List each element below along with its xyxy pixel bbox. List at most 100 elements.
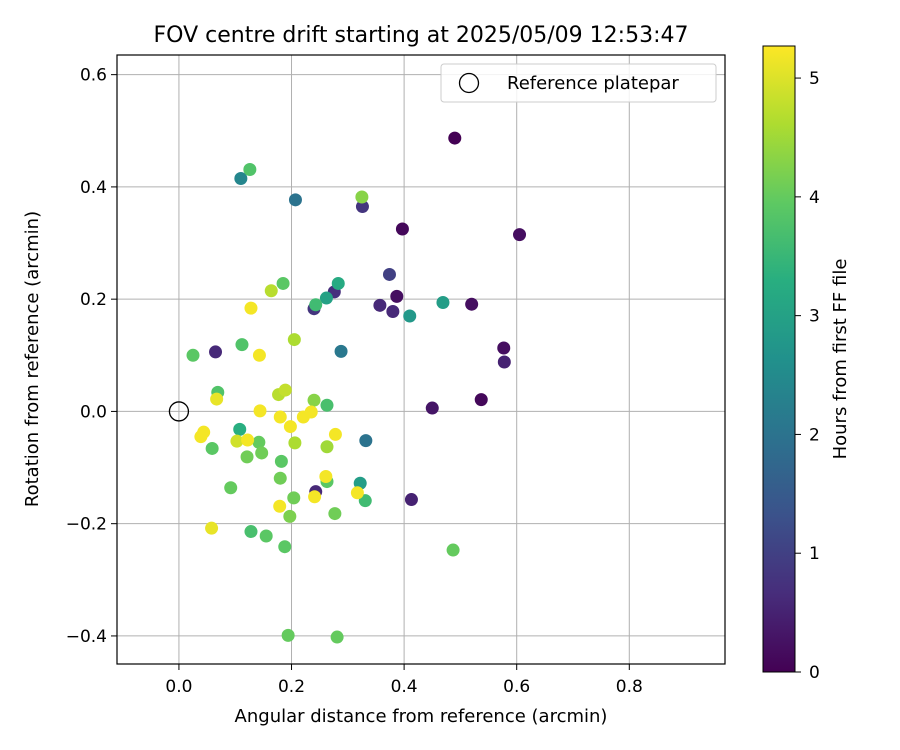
legend-open-circle-icon <box>458 72 480 94</box>
data-point <box>355 200 369 214</box>
data-point <box>281 628 295 642</box>
x-tick-label: 0.2 <box>278 677 305 697</box>
x-tick-label: 0.8 <box>616 677 643 697</box>
colorbar-tick-label: 2 <box>809 425 820 445</box>
data-point <box>253 404 267 418</box>
data-point <box>355 190 369 204</box>
data-point <box>474 393 488 407</box>
y-axis-ticks: −0.4 −0.2 0.0 0.2 0.4 0.6 <box>66 66 117 647</box>
data-point <box>288 193 302 207</box>
data-point <box>235 338 249 352</box>
data-points <box>186 131 527 644</box>
data-point <box>234 171 248 185</box>
data-point <box>274 454 288 468</box>
data-point <box>373 298 387 312</box>
y-tick-label: −0.2 <box>66 515 107 535</box>
data-point <box>403 309 417 323</box>
y-tick-label: 0.4 <box>80 178 107 198</box>
data-point <box>465 297 479 311</box>
data-point <box>273 471 287 485</box>
data-point <box>255 446 269 460</box>
y-tick-label: 0.2 <box>80 290 107 310</box>
data-point <box>273 499 287 513</box>
colorbar-tick-label: 5 <box>809 69 820 89</box>
data-point <box>436 296 450 310</box>
data-point <box>278 540 292 554</box>
data-point <box>331 276 345 290</box>
data-point <box>224 481 238 495</box>
grid-lines <box>117 55 725 664</box>
data-point <box>358 494 372 508</box>
x-axis-ticks: 0.0 0.2 0.4 0.6 0.8 <box>165 664 643 697</box>
y-tick-label: −0.4 <box>66 627 107 647</box>
data-point <box>390 289 404 303</box>
x-tick-label: 0.6 <box>503 677 530 697</box>
data-point <box>328 507 342 521</box>
data-point <box>230 434 244 448</box>
colorbar: 0 1 2 3 4 5 Hours from first FF file <box>762 45 851 683</box>
data-point <box>320 440 334 454</box>
data-point <box>205 441 219 455</box>
chart-title: FOV centre drift starting at 2025/05/09 … <box>154 23 689 48</box>
data-point <box>209 345 223 359</box>
data-point <box>273 410 287 424</box>
data-point <box>359 434 373 448</box>
colorbar-label: Hours from first FF file <box>830 259 851 460</box>
data-point <box>244 301 258 315</box>
reference-marker <box>168 401 190 422</box>
data-point <box>241 433 255 447</box>
data-point <box>446 543 460 557</box>
data-point <box>513 228 527 242</box>
legend-entry-label: Reference platepar <box>507 73 679 94</box>
colorbar-tick-label: 0 <box>809 663 820 683</box>
data-point <box>194 430 208 444</box>
data-point <box>497 355 511 369</box>
data-point <box>497 341 511 355</box>
colorbar-gradient <box>762 45 796 673</box>
data-point <box>264 284 278 298</box>
colorbar-tick-label: 1 <box>809 544 820 564</box>
data-point <box>283 420 297 434</box>
data-point <box>283 509 297 523</box>
data-point <box>244 525 258 539</box>
plot-frame <box>116 54 726 665</box>
data-point <box>304 405 318 419</box>
data-point <box>278 383 292 397</box>
data-point <box>210 392 224 406</box>
data-point <box>386 305 400 319</box>
y-axis-label: Rotation from reference (arcmin) <box>22 211 43 507</box>
colorbar-tick-label: 3 <box>809 307 820 327</box>
data-point <box>233 422 247 436</box>
data-point <box>334 344 348 358</box>
legend: Reference platepar <box>440 63 717 103</box>
colorbar-ticks: 0 1 2 3 4 5 <box>795 69 820 683</box>
data-point <box>243 163 257 177</box>
data-point <box>382 267 396 281</box>
y-tick-label: 0.6 <box>80 66 107 86</box>
data-point <box>287 491 301 505</box>
data-point <box>186 348 200 362</box>
data-point <box>350 486 364 500</box>
data-point <box>395 222 409 236</box>
data-point <box>259 529 273 543</box>
data-point <box>287 333 301 347</box>
x-tick-label: 0.4 <box>391 677 418 697</box>
data-point <box>252 348 266 362</box>
x-tick-label: 0.0 <box>165 677 192 697</box>
reference-point <box>168 401 190 422</box>
data-point <box>252 435 266 449</box>
data-point <box>240 450 254 464</box>
data-point <box>319 291 333 305</box>
data-point <box>404 493 418 507</box>
data-point <box>288 436 302 450</box>
data-point <box>320 398 334 412</box>
data-point <box>448 131 462 145</box>
data-point <box>308 490 322 504</box>
data-point <box>425 401 439 415</box>
data-point <box>205 521 219 535</box>
data-point <box>309 298 323 312</box>
data-point <box>328 427 342 441</box>
data-point <box>307 393 321 407</box>
data-point <box>319 470 333 484</box>
